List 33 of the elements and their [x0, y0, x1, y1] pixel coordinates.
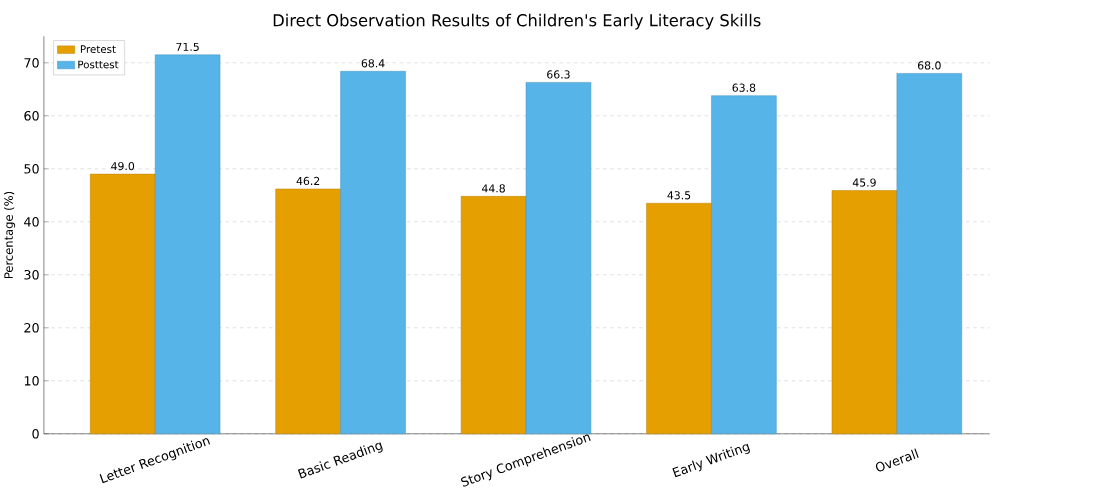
bar [646, 202, 712, 434]
bar [154, 54, 221, 434]
data-label: 71.5 [176, 42, 199, 51]
bar [90, 173, 156, 434]
data-label: 63.8 [732, 83, 756, 92]
bar [525, 82, 592, 434]
bar [896, 73, 963, 434]
y-tick-label: 70 [24, 57, 39, 68]
bar [711, 95, 777, 434]
legend-label: Posttest [78, 60, 119, 69]
y-axis-title: Percentage (%) [4, 191, 16, 278]
data-label: 68.0 [917, 61, 941, 70]
y-tick-label: 0 [32, 428, 39, 439]
data-label: 68.4 [361, 59, 385, 68]
chart-title: Direct Observation Results of Children's Early Literacy Skills [273, 13, 761, 30]
y-tick-label: 60 [24, 110, 39, 121]
legend-label: Pretest [80, 45, 116, 53]
data-label: 49.0 [111, 161, 135, 171]
bar [275, 188, 341, 434]
bar [460, 196, 527, 434]
y-tick-label: 40 [24, 216, 39, 227]
data-label: 43.5 [667, 191, 691, 200]
y-tick-label: 30 [24, 269, 39, 280]
y-tick-label: 50 [24, 163, 39, 174]
data-label: 46.2 [296, 176, 320, 185]
bar [340, 70, 406, 434]
data-label: 66.3 [547, 70, 570, 79]
data-label: 45.9 [852, 178, 876, 187]
y-tick-label: 20 [24, 322, 39, 333]
x-tick-label: Early Writing [672, 443, 750, 478]
y-tick-label: 10 [24, 375, 39, 386]
data-label: 44.8 [481, 184, 505, 193]
bar [831, 190, 898, 434]
